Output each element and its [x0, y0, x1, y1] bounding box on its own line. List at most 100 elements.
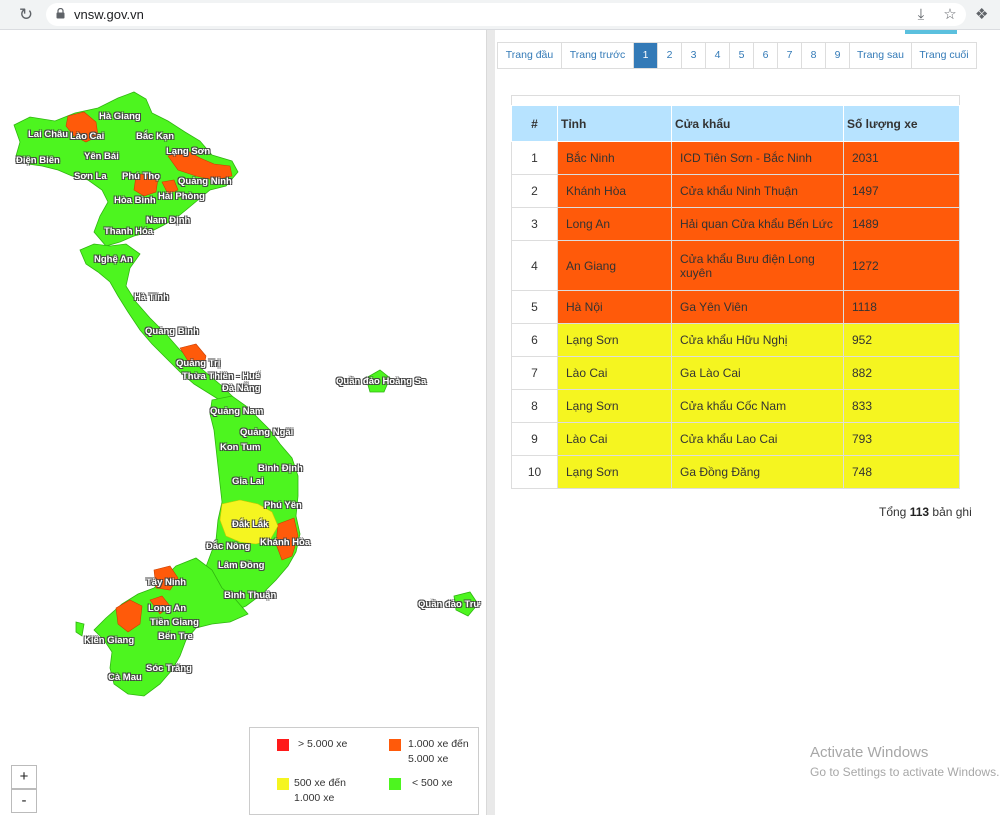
page-7-button[interactable]: 7 [778, 43, 802, 68]
cell-gate: Cửa khẩu Hữu Nghị [671, 323, 844, 357]
cell-count: 2031 [843, 141, 960, 175]
top-accent [905, 30, 957, 34]
map-legend: > 5.000 xe 1.000 xe đến 5.000 xe 500 xe … [249, 727, 479, 815]
page-first-button[interactable]: Trang đầu [498, 43, 562, 68]
cell-count: 833 [843, 389, 960, 423]
province-label: Thanh Hóa [104, 226, 154, 237]
legend-swatch-orange [389, 739, 401, 751]
cell-count: 952 [843, 323, 960, 357]
cell-province: Lạng Sơn [557, 455, 672, 489]
page-9-button[interactable]: 9 [826, 43, 850, 68]
legend-label: > 5.000 xe [298, 738, 348, 750]
puzzle-icon[interactable]: ❖ [975, 6, 989, 23]
province-label: Bến Tre [158, 631, 193, 642]
cell-index: 6 [511, 323, 558, 357]
cell-index: 9 [511, 422, 558, 456]
table-row: 7 Lào Cai Ga Lào Cai 882 [511, 356, 960, 390]
map-panel[interactable]: Hà Giang Lai Châu Lào Cai Bắc Kạn Điện B… [0, 30, 487, 815]
table-row: 5 Hà Nội Ga Yên Viên 1118 [511, 290, 960, 324]
map-province-quang-tri [179, 343, 207, 367]
col-header-index: # [511, 105, 558, 142]
address-bar[interactable]: vnsw.gov.vn ⤓ ☆ [46, 3, 966, 26]
table-row: 10 Lạng Sơn Ga Đồng Đăng 748 [511, 455, 960, 489]
activate-windows-subtitle: Go to Settings to activate Windows. [810, 765, 1000, 779]
map-province-bac-ninh [161, 179, 179, 195]
legend-label: 500 xe đến 1.000 xe [294, 777, 346, 804]
col-header-province: Tỉnh [557, 105, 672, 142]
col-header-gate: Cửa khẩu [671, 105, 844, 142]
legend-label: < 500 xe [412, 777, 453, 789]
cell-index: 4 [511, 240, 558, 291]
cell-count: 1118 [843, 290, 960, 324]
page-2-button[interactable]: 2 [658, 43, 682, 68]
page-6-button[interactable]: 6 [754, 43, 778, 68]
cell-count: 1272 [843, 240, 960, 291]
table-header-row: # Tỉnh Cửa khẩu Số lượng xe [511, 105, 960, 142]
page-next-button[interactable]: Trang sau [850, 43, 912, 68]
page-5-button[interactable]: 5 [730, 43, 754, 68]
page-8-button[interactable]: 8 [802, 43, 826, 68]
results-panel: Trang đầu Trang trước 1 2 3 4 5 6 7 8 9 … [495, 30, 1000, 815]
province-label: Hải Phòng [158, 191, 205, 202]
province-label: Hòa Bình [114, 195, 156, 206]
province-label: Đà Nẵng [222, 383, 261, 394]
col-header-count: Số lượng xe [843, 105, 960, 142]
table-row: 9 Lào Cai Cửa khẩu Lao Cai 793 [511, 422, 960, 456]
cell-gate: Cửa khẩu Ninh Thuận [671, 174, 844, 208]
map-province-khanh-hoa [275, 517, 299, 561]
cell-province: Lạng Sơn [557, 323, 672, 357]
cell-count: 882 [843, 356, 960, 390]
province-label: Quảng Ngãi [240, 427, 294, 438]
table-row: 4 An Giang Cửa khẩu Bưu điện Long xuyên 127… [511, 240, 960, 291]
zoom-out-button[interactable]: - [11, 789, 37, 813]
cell-gate: ICD Tiên Sơn - Bắc Ninh [671, 141, 844, 175]
province-label: Khánh Hòa [260, 537, 311, 548]
province-label: Quảng Nam [210, 406, 264, 417]
table-row: 2 Khánh Hòa Cửa khẩu Ninh Thuận 1497 [511, 174, 960, 208]
total-records: Tổng 113 bản ghi [879, 505, 972, 519]
table-row: 1 Bắc Ninh ICD Tiên Sơn - Bắc Ninh 2031 [511, 141, 960, 175]
total-suffix: bản ghi [932, 505, 972, 519]
cell-gate: Ga Yên Viên [671, 290, 844, 324]
province-label: Đắk Lắk [232, 519, 269, 530]
reload-icon[interactable]: ↻ [18, 5, 34, 24]
zoom-in-button[interactable]: + [11, 765, 37, 789]
cell-index: 1 [511, 141, 558, 175]
cell-count: 793 [843, 422, 960, 456]
cell-index: 10 [511, 455, 558, 489]
table-row: 3 Long An Hải quan Cửa khẩu Bến Lức 1489 [511, 207, 960, 241]
province-label: Gia Lai [232, 476, 264, 487]
cell-gate: Hải quan Cửa khẩu Bến Lức [671, 207, 844, 241]
legend-swatch-red [277, 739, 289, 751]
map-province-an-giang [115, 599, 143, 633]
page-last-button[interactable]: Trang cuối [919, 49, 969, 61]
province-label: Bình Định [258, 463, 303, 474]
province-label: Đắc Nông [206, 541, 251, 552]
province-label: Quần đảo Trư [418, 599, 481, 610]
map-province-long-an [149, 595, 171, 615]
map-truong-sa-islands [453, 591, 479, 617]
province-label: Bình Thuận [224, 590, 277, 601]
share-icon[interactable]: ⤓ [917, 6, 925, 23]
table-row: 8 Lạng Sơn Cửa khẩu Cốc Nam 833 [511, 389, 960, 423]
province-label: Sơn La [74, 171, 107, 182]
page-3-button[interactable]: 3 [682, 43, 706, 68]
page-prev-button[interactable]: Trang trước [562, 43, 634, 68]
star-icon[interactable]: ☆ [943, 6, 957, 23]
activate-windows-title: Activate Windows [810, 744, 929, 761]
province-label: Quảng Trị [176, 358, 221, 369]
cell-province: Long An [557, 207, 672, 241]
pane-splitter[interactable] [487, 30, 495, 815]
cell-gate: Cửa khẩu Lao Cai [671, 422, 844, 456]
vietnam-map[interactable] [0, 30, 487, 815]
browser-toolbar: ↻ vnsw.gov.vn ⤓ ☆ ❖ [0, 0, 1000, 30]
cell-province: Lào Cai [557, 356, 672, 390]
province-label: Phú Thọ [122, 171, 160, 182]
province-label: Long An [148, 603, 187, 614]
page-4-button[interactable]: 4 [706, 43, 730, 68]
province-label: Kiên Giang [84, 635, 135, 646]
cell-province: Lào Cai [557, 422, 672, 456]
cell-province: Khánh Hòa [557, 174, 672, 208]
page-1-button[interactable]: 1 [634, 43, 658, 68]
province-label: Hà Giang [99, 111, 141, 122]
